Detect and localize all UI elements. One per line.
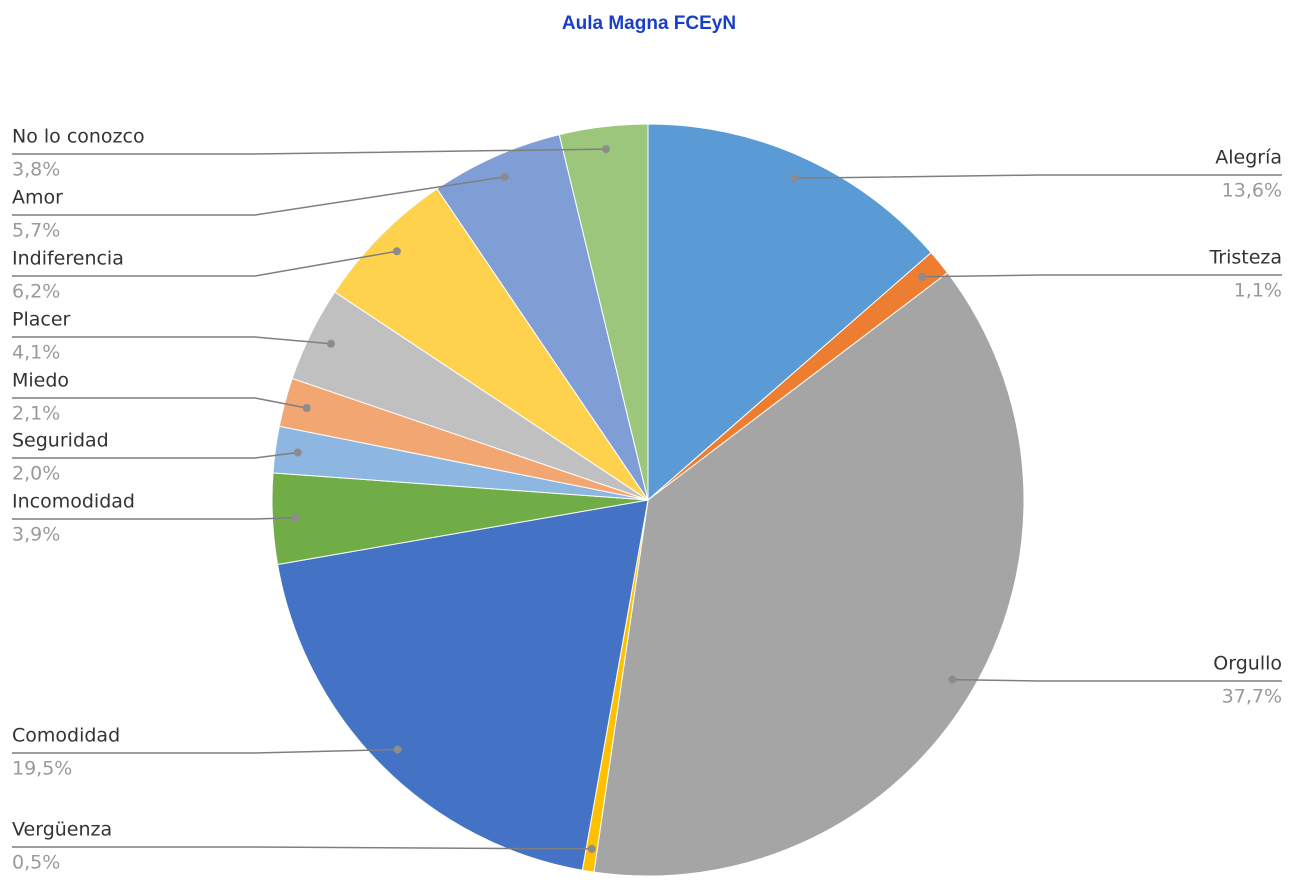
slice-value: 3,8% <box>12 159 60 181</box>
leader-dot <box>392 247 401 256</box>
slice-value: 4,1% <box>12 342 60 364</box>
pie-slice <box>558 123 649 501</box>
pie-slice <box>647 123 932 502</box>
slice-value: 37,7% <box>1222 686 1282 708</box>
leader-dot <box>918 272 927 281</box>
slice-name: Orgullo <box>1213 653 1282 675</box>
leader-line <box>12 846 592 850</box>
leader-dot <box>293 448 302 457</box>
leader-dot <box>302 403 311 412</box>
leader-line <box>12 451 298 459</box>
leader-line <box>794 174 1282 179</box>
leader-dot <box>601 145 610 154</box>
leader-line <box>922 274 1282 278</box>
leader-dot <box>587 844 596 853</box>
leader-line <box>12 397 307 409</box>
leader-dot <box>291 513 300 522</box>
slice-name: Placer <box>12 309 71 331</box>
leader-line <box>12 336 332 345</box>
slice-value: 19,5% <box>12 758 72 780</box>
slice-name: Tristeza <box>1208 247 1282 269</box>
leader-dot <box>326 339 335 348</box>
pie-slice <box>276 499 649 871</box>
leader-line <box>12 250 398 277</box>
leader-dot <box>500 172 509 181</box>
slice-value: 6,2% <box>12 281 60 303</box>
chart-title: Aula Magna FCEyN <box>562 13 736 34</box>
leader-line <box>12 176 505 216</box>
slice-value: 13,6% <box>1222 180 1282 202</box>
leader-line <box>12 148 607 155</box>
slice-name: No lo conozco <box>12 126 145 148</box>
slice-name: Comodidad <box>12 725 120 747</box>
slice-value: 5,7% <box>12 220 60 242</box>
slice-name: Incomodidad <box>12 491 135 513</box>
leader-line <box>952 678 1282 682</box>
slice-name: Seguridad <box>12 430 109 452</box>
slice-name: Miedo <box>12 370 69 392</box>
leader-line <box>12 748 398 754</box>
leader-dot <box>948 675 957 684</box>
slice-value: 2,0% <box>12 463 60 485</box>
slice-value: 1,1% <box>1234 280 1282 302</box>
slice-value: 3,9% <box>12 524 60 546</box>
leader-line <box>12 516 296 520</box>
pie-slice <box>334 188 649 501</box>
slice-name: Vergüenza <box>12 819 112 841</box>
pie-slice <box>593 272 1025 877</box>
slice-value: 0,5% <box>12 852 60 874</box>
leader-dot <box>393 745 402 754</box>
slice-name: Indiferencia <box>12 248 124 270</box>
slice-name: Amor <box>12 187 63 209</box>
leader-dot <box>790 174 799 183</box>
slice-value: 2,1% <box>12 403 60 425</box>
slice-name: Alegría <box>1215 147 1282 169</box>
